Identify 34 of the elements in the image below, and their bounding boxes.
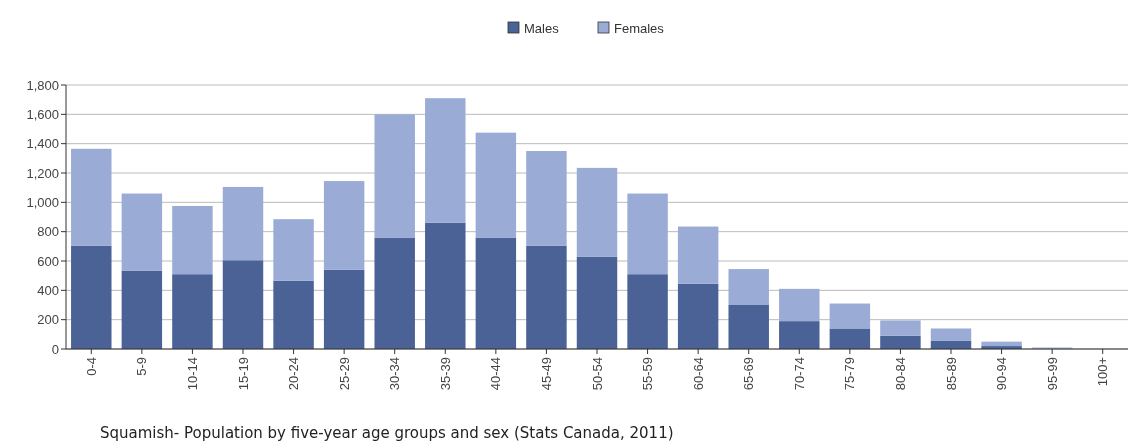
- y-tick-label: 1,400: [26, 136, 59, 152]
- x-tick-label: 30-34: [387, 357, 403, 391]
- x-tick-label: 45-49: [538, 357, 554, 391]
- x-tick-label: 60-64: [690, 357, 706, 391]
- x-tick-label: 25-29: [336, 357, 352, 391]
- x-tick-label: 80-84: [892, 357, 908, 391]
- y-tick-label: 0: [51, 341, 59, 357]
- x-tick-label: 50-54: [589, 357, 605, 391]
- y-tick-label: 400: [37, 282, 59, 298]
- x-tick-label: 75-79: [842, 357, 858, 391]
- text: Squamish- Population by five-year age groups and sex (Stats Canada, 2011): [100, 424, 674, 442]
- y-tick-label: 800: [37, 224, 59, 240]
- x-tick-label: 70-74: [791, 357, 807, 391]
- y-tick-label: 1,800: [26, 77, 59, 93]
- x-tick-label: 10-14: [184, 357, 200, 391]
- y-tick-label: 200: [37, 312, 59, 328]
- y-tick-label: 600: [37, 253, 59, 269]
- x-tick-label: 35-39: [437, 357, 453, 391]
- x-tick-label: 55-59: [640, 357, 656, 391]
- legend-label: Males: [524, 20, 560, 36]
- y-tick-label: 1,200: [26, 165, 59, 181]
- x-tick-label: 90-94: [994, 357, 1010, 391]
- x-tick-label: 0-4: [83, 357, 99, 376]
- x-tick-label: 85-89: [943, 357, 959, 391]
- x-tick-label: 100+: [1095, 357, 1111, 387]
- legend-label: Females: [614, 20, 665, 36]
- x-tick-label: 20-24: [286, 357, 302, 391]
- y-tick-label: 1,600: [26, 106, 59, 122]
- x-tick-label: 95-99: [1044, 357, 1060, 391]
- x-tick-label: 15-19: [235, 357, 251, 391]
- x-tick-label: 65-69: [741, 357, 757, 391]
- x-tick-label: 40-44: [488, 357, 504, 391]
- y-tick-label: 1,000: [26, 194, 59, 210]
- x-tick-label: 5-9: [134, 357, 150, 376]
